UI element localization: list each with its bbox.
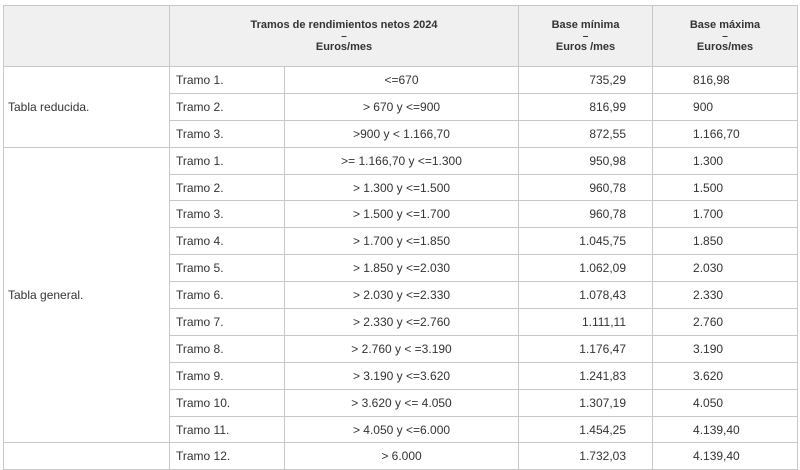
base-min-cell: 1.045,75 (518, 227, 654, 256)
table-body: Tabla reducida. Tramo 1. <=670 735,29 816,98… (3, 66, 799, 470)
base-max-cell: 2.030 (652, 254, 799, 283)
table-row: Tabla general. Tramo 1. >= 1.166,70 y <=1.… (3, 146, 799, 444)
range-cell: > 2.760 y < =3.190 (283, 334, 520, 363)
base-min-cell: 1.062,09 (518, 254, 654, 283)
tramo-cell: Tramo 5. (169, 254, 285, 283)
table-row: Tramo 7. > 2.330 y <=2.760 1.111,11 2.760 (4, 308, 799, 336)
base-max-cell: 816,98 (652, 66, 799, 94)
base-max-cell: 3.620 (652, 361, 799, 390)
base-min-cell: 1.307,19 (518, 388, 654, 417)
base-max-cell: 4.139,40 (652, 415, 799, 444)
base-min-cell: 1.176,47 (518, 334, 654, 363)
table-row: Tramo 11. > 4.050 y <=6.000 1.454,25 4.139,… (4, 415, 799, 444)
range-cell: > 1.850 y <=2.030 (283, 254, 520, 283)
base-max-cell: 4.050 (652, 388, 799, 417)
base-max-cell: 1.166,70 (652, 119, 799, 148)
range-cell: > 2.330 y <=2.760 (283, 308, 520, 336)
range-cell: <=670 (283, 66, 520, 94)
tramo-cell: Tramo 3. (169, 119, 285, 148)
base-min-cell: 872,55 (518, 119, 654, 148)
tramo-cell: Tramo 11. (169, 415, 285, 444)
table-row: Tramo 12. > 6.000 1.732,03 4.139,40 (3, 442, 799, 470)
base-max-cell: 2.330 (652, 281, 799, 310)
range-cell: >= 1.166,70 y <=1.300 (283, 146, 520, 175)
header-base-maxima: Base máxima – Euros/mes (652, 5, 799, 67)
header-tramos-dash: – (341, 30, 347, 42)
base-min-cell: 960,78 (518, 200, 654, 229)
base-max-cell: 2.760 (652, 308, 799, 336)
table-row: Tramo 8. > 2.760 y < =3.190 1.176,47 3.190 (4, 334, 799, 363)
header-base-minima: Base mínima – Euros /mes (518, 5, 654, 67)
table-row: Tramo 5. > 1.850 y <=2.030 1.062,09 2.030 (4, 254, 799, 283)
header-max-title: Base máxima (689, 19, 761, 31)
table-row: Tabla reducida. Tramo 1. <=670 735,29 816,98 (3, 66, 799, 148)
range-cell: >900 y < 1.166,70 (283, 119, 520, 148)
range-cell: > 4.050 y <=6.000 (283, 415, 520, 444)
base-max-cell: 1.300 (652, 146, 799, 175)
range-cell: > 3.190 y <=3.620 (283, 361, 520, 390)
table-row: Tramo 9. > 3.190 y <=3.620 1.241,83 3.620 (4, 361, 799, 390)
base-min-cell: 950,98 (518, 146, 654, 175)
base-min-cell: 1.241,83 (518, 361, 654, 390)
table-row: Tramo 10. > 3.620 y <= 4.050 1.307,19 4.050 (4, 388, 799, 417)
table-row: Tramo 4. > 1.700 y <=1.850 1.045,75 1.850 (4, 227, 799, 256)
contribution-bases-table: Tramos de rendimientos netos 2024 – Euro… (3, 5, 799, 470)
header-tramos: Tramos de rendimientos netos 2024 – Euro… (168, 5, 520, 67)
range-cell: > 1.500 y <=1.700 (283, 200, 520, 229)
base-min-cell: 1.454,25 (518, 415, 654, 444)
table-header-row: Tramos de rendimientos netos 2024 – Euro… (3, 5, 799, 67)
base-min-cell: 816,99 (518, 92, 654, 121)
base-max-cell: 1.500 (652, 173, 799, 202)
tramo-cell: Tramo 7. (169, 308, 285, 336)
table-row: Tramo 3. >900 y < 1.166,70 872,55 1.166,70 (4, 119, 799, 148)
contribution-table-container: Tramos de rendimientos netos 2024 – Euro… (3, 5, 799, 470)
tramo-cell: Tramo 6. (169, 281, 285, 310)
tramo-cell: Tramo 12. (169, 442, 285, 470)
range-cell: > 670 y <=900 (283, 92, 520, 121)
range-cell: > 1.700 y <=1.850 (283, 227, 520, 256)
group-label: Tabla general. (3, 146, 170, 444)
base-min-cell: 1.111,11 (518, 308, 654, 336)
base-min-cell: 960,78 (518, 173, 654, 202)
tramo-cell: Tramo 2. (169, 173, 285, 202)
header-group-cell (3, 5, 170, 67)
tramo-cell: Tramo 4. (169, 227, 285, 256)
header-min-dash: – (582, 30, 589, 42)
header-max-unit: Euros/mes (696, 40, 754, 53)
header-max-dash: – (722, 30, 728, 42)
base-max-cell: 900 (652, 92, 799, 121)
base-max-cell: 3.190 (652, 334, 799, 363)
table-row: Tramo 2. > 1.300 y <=1.500 960,78 1.500 (4, 173, 799, 202)
header-tramos-unit: Euros/mes (315, 40, 373, 53)
tramo-cell: Tramo 1. (169, 66, 285, 94)
base-max-cell: 1.850 (652, 227, 799, 256)
tramo-cell: Tramo 1. (169, 146, 285, 175)
range-cell: > 2.030 y <=2.330 (283, 281, 520, 310)
group-label (3, 442, 170, 470)
table-row: Tramo 6. > 2.030 y <=2.330 1.078,43 2.330 (4, 281, 799, 310)
table-row: Tramo 2. > 670 y <=900 816,99 900 (4, 92, 799, 121)
tramo-cell: Tramo 8. (169, 334, 285, 363)
header-tramos-title: Tramos de rendimientos netos 2024 (250, 19, 438, 31)
tramo-cell: Tramo 9. (169, 361, 285, 390)
tramo-cell: Tramo 10. (169, 388, 285, 417)
range-cell: > 6.000 (283, 442, 520, 470)
base-max-cell: 4.139,40 (652, 442, 799, 470)
table-row: Tramo 3. > 1.500 y <=1.700 960,78 1.700 (4, 200, 799, 229)
header-min-title: Base mínima (551, 19, 620, 31)
tramo-cell: Tramo 3. (169, 200, 285, 229)
range-cell: > 1.300 y <=1.500 (283, 173, 520, 202)
base-max-cell: 1.700 (652, 200, 799, 229)
range-cell: > 3.620 y <= 4.050 (283, 388, 520, 417)
tramo-cell: Tramo 2. (169, 92, 285, 121)
base-min-cell: 1.732,03 (518, 442, 654, 470)
base-min-cell: 735,29 (518, 66, 654, 94)
header-min-unit: Euros /mes (555, 40, 616, 53)
base-min-cell: 1.078,43 (518, 281, 654, 310)
group-label: Tabla reducida. (3, 66, 170, 148)
